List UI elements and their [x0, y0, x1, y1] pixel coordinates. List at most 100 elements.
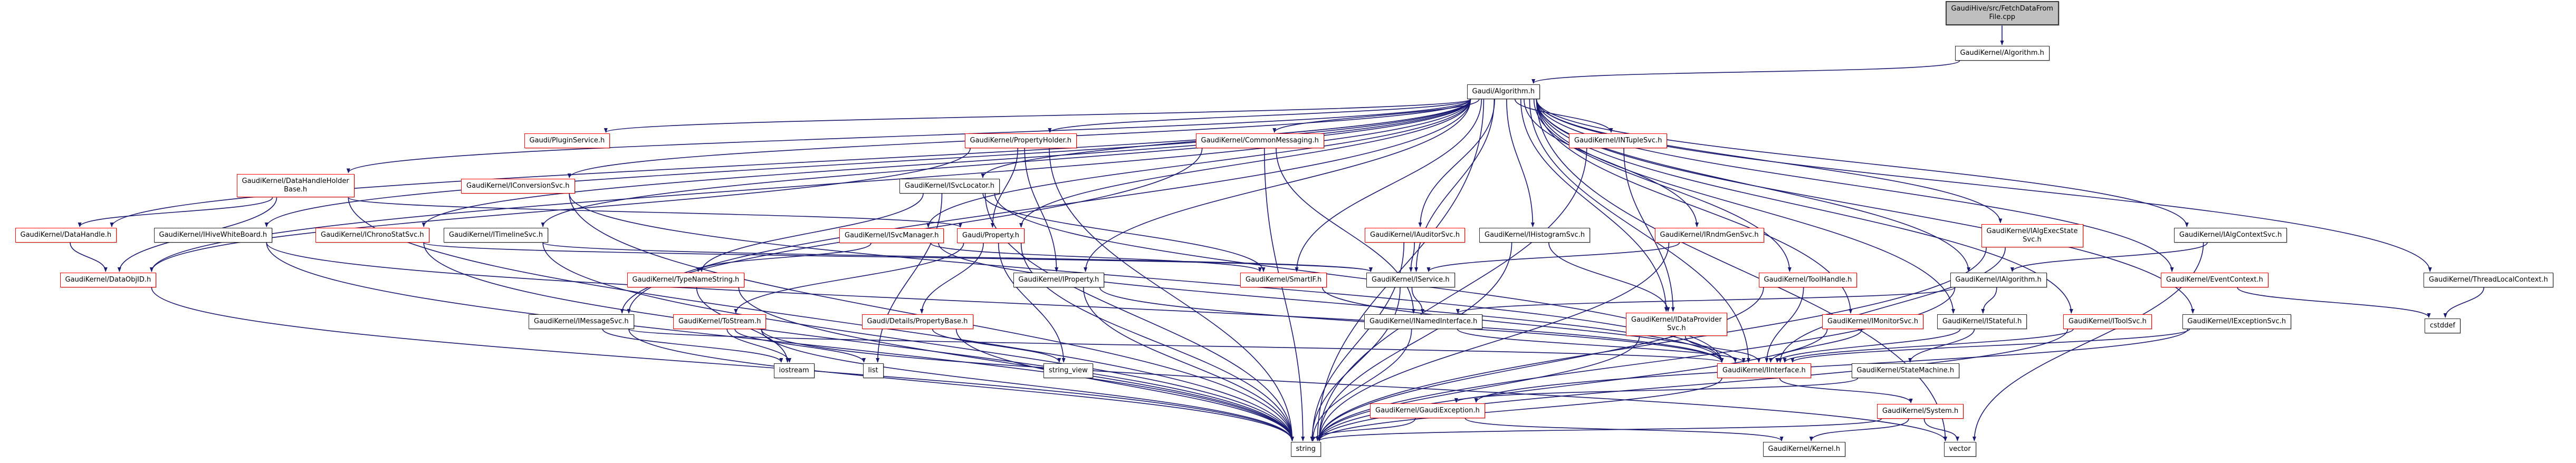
- node-itoolsvc[interactable]: GaudiKernel/IToolSvc.h: [2063, 314, 2152, 330]
- node-intuple[interactable]: GaudiKernel/INTupleSvc.h: [1569, 133, 1668, 149]
- edge-ihisto-to-idataprov: [1548, 242, 1670, 312]
- node-ialgexec[interactable]: GaudiKernel/IAlgExecState Svc.h: [1981, 224, 2083, 247]
- edge-alg-to-iservice: [1414, 99, 1495, 272]
- node-dhhbase[interactable]: GaudiKernel/DataHandleHolder Base.h: [236, 173, 355, 197]
- edge-toolhandle-to-iinterface: [1765, 287, 1804, 363]
- edge-irndm-to-iservice: [1426, 242, 1680, 272]
- node-propholder[interactable]: GaudiKernel/PropertyHolder.h: [964, 133, 1077, 149]
- node-iprop[interactable]: GaudiKernel/IProperty.h: [1013, 273, 1105, 288]
- edge-isvcmgr-to-smartif: [930, 243, 1262, 272]
- edge-alg-to-intuple: [1514, 99, 1613, 133]
- node-imsgsvc[interactable]: GaudiKernel/IMessageSvc.h: [529, 314, 634, 330]
- node-propbase[interactable]: Gaudi/Details/PropertyBase.h: [861, 314, 973, 330]
- node-datahandle[interactable]: GaudiKernel/DataHandle.h: [15, 228, 117, 243]
- edge-datahandle-to-dataobjid: [70, 242, 108, 272]
- node-gprop[interactable]: Gaudi/Property.h: [957, 228, 1025, 244]
- node-ialgorithm[interactable]: GaudiKernel/IAlgorithm.h: [1950, 273, 2047, 288]
- node-cstddef[interactable]: cstddef: [2425, 319, 2461, 334]
- node-fetch[interactable]: GaudiHive/src/FetchDataFrom File.cpp: [1945, 1, 2059, 25]
- node-alg[interactable]: Gaudi/Algorithm.h: [1467, 84, 1540, 100]
- edge-gexception-to-string: [1311, 418, 1416, 441]
- edge-idataprov-to-string: [1317, 336, 1640, 441]
- edge-alg-to-iexception: [1536, 99, 2195, 314]
- edge-iinterface-to-system: [1779, 378, 1913, 403]
- node-iauditor[interactable]: GaudiKernel/IAuditorSvc.h: [1365, 228, 1466, 243]
- node-iexception[interactable]: GaudiKernel/IExceptionSvc.h: [2182, 314, 2292, 330]
- node-tostream[interactable]: GaudiKernel/ToStream.h: [673, 314, 767, 330]
- edge-inamed-to-string: [1310, 329, 1412, 441]
- edge-idataprov-to-iinterface: [1684, 336, 1761, 363]
- node-ihisto[interactable]: GaudiKernel/IHistogramSvc.h: [1479, 228, 1591, 243]
- edge-commonmsg-to-string: [1263, 148, 1305, 441]
- node-ichrono[interactable]: GaudiKernel/IChronoStatSvc.h: [315, 228, 429, 243]
- node-toolhandle[interactable]: GaudiKernel/ToolHandle.h: [1758, 273, 1857, 288]
- edge-ichrono-to-iservice: [423, 242, 1373, 272]
- node-iconvsvc[interactable]: GaudiKernel/IConversionSvc.h: [461, 179, 575, 194]
- edge-tlc-to-cstddef: [2443, 287, 2485, 318]
- edge-propholder-to-gprop: [990, 148, 1019, 228]
- node-kernel[interactable]: GaudiKernel/Kernel.h: [1763, 442, 1846, 457]
- edge-eventctx-to-cstddef: [2237, 287, 2431, 318]
- edge-propbase-to-strview: [932, 329, 1061, 363]
- edge-ialgctx-to-ialgorithm: [2010, 242, 2208, 272]
- node-itimeline[interactable]: GaudiKernel/ITimelineSvc.h: [444, 228, 548, 243]
- node-system[interactable]: GaudiKernel/System.h: [1877, 404, 1964, 419]
- edge-iexception-to-iinterface: [1790, 329, 2190, 363]
- edge-dhhbase-to-gprop: [348, 197, 962, 228]
- edge-alg-to-eventctx: [1536, 99, 2174, 272]
- node-irndm[interactable]: GaudiKernel/IRndmGenSvc.h: [1654, 228, 1764, 243]
- node-dataobjid[interactable]: GaudiKernel/DataObjID.h: [60, 273, 157, 288]
- node-ialgctx[interactable]: GaudiKernel/IAlgContextSvc.h: [2174, 228, 2287, 243]
- edge-alg-to-isvcmgr: [926, 99, 1471, 228]
- node-list[interactable]: list: [863, 363, 884, 379]
- edge-isvcloc-to-typename: [700, 193, 924, 272]
- node-iinterface[interactable]: GaudiKernel/IInterface.h: [1717, 363, 1811, 379]
- edge-imsgsvc-to-iostream: [602, 329, 783, 363]
- node-strview[interactable]: string_view: [1043, 363, 1093, 379]
- node-tlc[interactable]: GaudiKernel/ThreadLocalContext.h: [2424, 273, 2553, 288]
- node-idataprov[interactable]: GaudiKernel/IDataProvider Svc.h: [1626, 312, 1727, 336]
- node-inamed[interactable]: GaudiKernel/INamedInterface.h: [1364, 314, 1483, 330]
- node-ihivewb[interactable]: GaudiKernel/IHiveWhiteBoard.h: [154, 228, 273, 243]
- edge-itoolsvc-to-iinterface: [1783, 329, 2074, 363]
- edge-ihivewb-to-string: [266, 242, 1294, 441]
- node-string[interactable]: string: [1290, 442, 1321, 457]
- node-plugin[interactable]: Gaudi/PluginService.h: [524, 133, 610, 149]
- edge-imonitor-to-string: [1317, 329, 1828, 441]
- edge-alg-to-plugin: [604, 99, 1471, 133]
- edge-gprop-to-propbase: [920, 243, 984, 314]
- node-isvcmgr[interactable]: GaudiKernel/ISvcManager.h: [839, 228, 944, 244]
- edge-tostream-to-string: [761, 329, 1294, 441]
- edge-ihisto-to-string: [1317, 242, 1512, 441]
- edge-alg-to-iauditor: [1418, 99, 1495, 227]
- node-iostream[interactable]: iostream: [773, 363, 815, 379]
- node-isvcloc[interactable]: GaudiKernel/ISvcLocator.h: [899, 179, 1000, 194]
- node-eventctx[interactable]: GaudiKernel/EventContext.h: [2161, 273, 2268, 288]
- node-commonmsg[interactable]: GaudiKernel/CommonMessaging.h: [1195, 133, 1324, 149]
- edge-iauditor-to-iservice: [1409, 242, 1415, 272]
- node-gexception[interactable]: GaudiKernel/GaudiException.h: [1370, 403, 1485, 419]
- node-statemachine[interactable]: GaudiKernel/StateMachine.h: [1851, 363, 1960, 379]
- edge-alg-to-vector: [1536, 99, 1948, 441]
- edge-ihivewb-to-iinterface: [266, 242, 1724, 363]
- edge-isvcloc-to-smartif: [982, 193, 1266, 272]
- edge-itimeline-to-string: [542, 242, 1294, 441]
- node-typename[interactable]: GaudiKernel/TypeNameString.h: [627, 273, 745, 288]
- edge-alg-to-itimeline: [541, 99, 1471, 227]
- node-gkalg[interactable]: GaudiKernel/Algorithm.h: [1955, 46, 2050, 61]
- edge-system-to-kernel: [1809, 418, 1909, 441]
- node-istateful[interactable]: GaudiKernel/IStateful.h: [1937, 314, 2027, 330]
- node-vector[interactable]: vector: [1943, 442, 1976, 457]
- node-imonitor[interactable]: GaudiKernel/IMonitorSvc.h: [1822, 314, 1924, 330]
- node-iservice[interactable]: GaudiKernel/IService.h: [1366, 273, 1455, 288]
- edge-iservice-to-inamed: [1411, 287, 1425, 314]
- edge-tostream-to-list: [734, 329, 866, 363]
- edge-itoolsvc-to-string: [1317, 329, 2069, 441]
- node-smartif[interactable]: GaudiKernel/SmartIF.h: [1240, 273, 1327, 288]
- edge-iprop-to-string: [1083, 287, 1294, 441]
- edge-alg-to-tlc: [1536, 99, 2432, 272]
- edge-system-to-string: [1317, 418, 1882, 441]
- edge-system-to-vector: [1923, 418, 1959, 441]
